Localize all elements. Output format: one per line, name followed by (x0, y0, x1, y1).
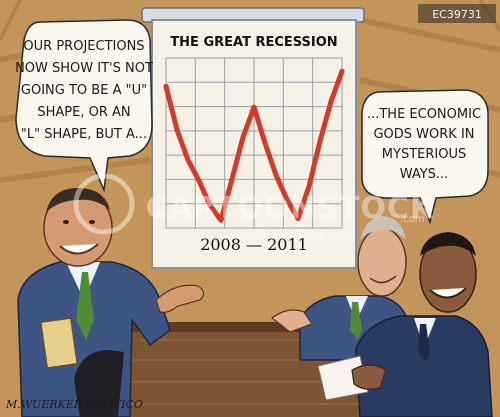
middle-hand (271, 309, 313, 333)
presenter-figure (17, 188, 205, 417)
bubble-line: "L" SHAPE, BUT A... (21, 127, 147, 142)
left-speech-bubble: OUR PROJECTIONS NOW SHOW IT'S NOT GOING TO… (15, 19, 153, 193)
bubble-line: GOING TO BE A "U" (21, 83, 147, 98)
watermark-sub: .com (400, 214, 425, 225)
bubble-line: NOW SHOW IT'S NOT (15, 61, 153, 76)
chart-points (165, 71, 343, 221)
middle-head (357, 227, 407, 297)
right-bubble-text: ...THE ECONOMIC GODS WORK IN MYSTERIOUS WAY… (367, 107, 481, 182)
bubble-line: OUR PROJECTIONS (23, 39, 144, 54)
left-chair (74, 350, 124, 417)
left-bubble-text: OUR PROJECTIONS NOW SHOW IT'S NOT GOING TO… (15, 39, 153, 142)
bubble-line: SHAPE, OR AN (37, 105, 130, 120)
watermark-url: www.CartoonStock.com (231, 230, 350, 241)
watermark: CARTOONSTOCK .com www.CartoonStock.com (73, 173, 435, 241)
bubble-line: ...THE ECONOMIC (367, 107, 481, 122)
watermark-main: CARTOONSTOCK (146, 191, 435, 226)
right-speech-bubble: ...THE ECONOMIC GODS WORK IN MYSTERIOUS WAY… (361, 89, 489, 225)
right-figure (317, 232, 493, 417)
presenter-folder (40, 317, 78, 369)
chart-board: THE GREAT RECESSION 2008 — 2011 (141, 7, 365, 269)
right-hand (351, 364, 387, 390)
artist-signature: M.WUERKER POLITICO (5, 398, 143, 411)
presenter-tie (76, 272, 94, 340)
cartoon-code: EC39731 (432, 8, 482, 21)
presenter-hand (155, 284, 205, 313)
code-box (418, 4, 496, 23)
bubble-line: MYSTERIOUS (382, 147, 466, 162)
chart-x-label: 2008 — 2011 (200, 235, 308, 254)
bubble-line: GODS WORK IN (373, 127, 474, 142)
chart-title: THE GREAT RECESSION (170, 35, 337, 50)
papers (317, 355, 369, 401)
bubble-line: WAYS... (400, 167, 449, 182)
